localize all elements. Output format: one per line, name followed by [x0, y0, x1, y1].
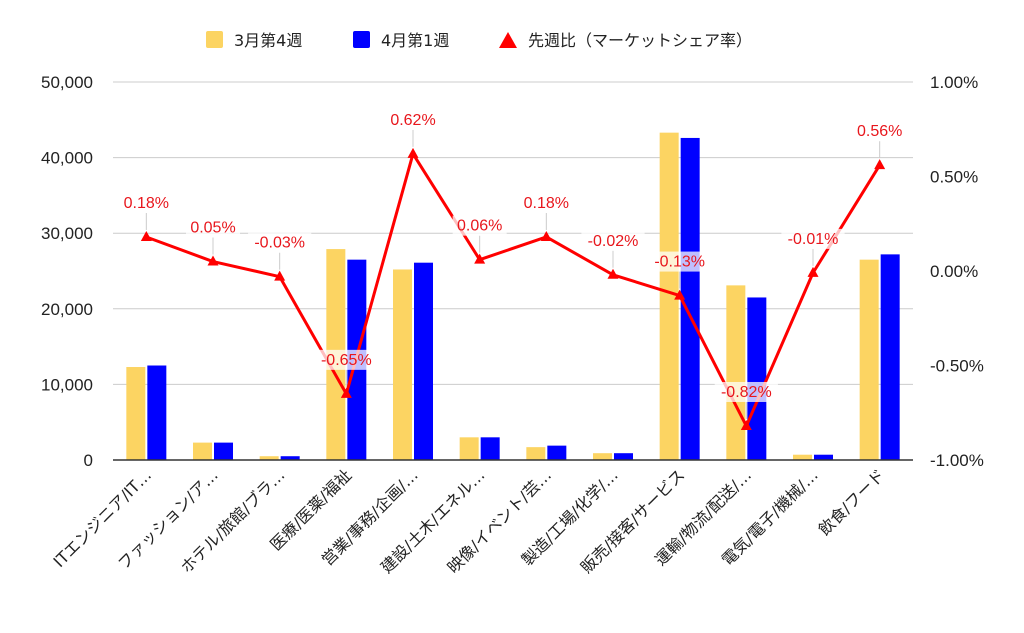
data-label-background	[386, 109, 440, 130]
bar	[680, 137, 700, 460]
data-label-background	[452, 215, 507, 236]
bar	[480, 437, 500, 460]
left-tick-label: 40,000	[41, 149, 93, 168]
left-axis: 0 10,000 20,000 30,000 40,000 50,000	[41, 73, 93, 470]
category-label: 飲食/フード	[815, 465, 889, 539]
legend-swatch	[353, 31, 370, 48]
bar	[414, 262, 433, 460]
data-label-background	[852, 121, 907, 142]
bar	[126, 367, 146, 460]
legend-triangle-icon	[499, 32, 517, 48]
data-label-background	[119, 192, 174, 213]
bar	[214, 442, 233, 460]
bar	[859, 259, 879, 460]
bar	[259, 456, 279, 460]
bar	[726, 285, 746, 460]
data-label-background	[781, 228, 845, 249]
data-label: -0.65%	[321, 352, 372, 369]
data-label: -0.82%	[721, 384, 772, 401]
triangle-marker	[540, 230, 552, 241]
legend-label: 先週比（マーケットシェア率）	[528, 31, 752, 50]
data-label-background	[314, 349, 378, 370]
category-labels: ITエンジニア/IT…ファッション/ア…ホテル/旅館/ブラ…医療/医薬/福祉営業…	[50, 465, 889, 577]
data-label-background	[248, 232, 312, 253]
data-label: 0.06%	[457, 218, 502, 235]
bar	[747, 297, 767, 460]
data-labels: 0.18% 0.05% -0.03% -0.65% 0.62% 0.06% 0.18% -0.…	[119, 109, 907, 419]
triangle-marker	[207, 255, 219, 266]
data-label: -0.02%	[588, 233, 639, 250]
bar	[280, 456, 300, 460]
triangle-marker	[274, 270, 286, 281]
bar	[593, 453, 612, 460]
right-tick-label: -1.00%	[930, 451, 984, 470]
bar	[880, 254, 900, 460]
data-label: 0.56%	[857, 123, 902, 140]
data-label: -0.01%	[788, 231, 839, 248]
bar	[147, 365, 167, 460]
data-label: -0.03%	[254, 235, 305, 252]
data-label: 0.18%	[524, 195, 569, 212]
bar	[193, 442, 212, 460]
right-axis: -1.00% -0.50% 0.00% 0.50% 1.00%	[930, 73, 984, 470]
right-tick-label: -0.50%	[930, 357, 984, 376]
right-tick-label: 1.00%	[930, 73, 978, 92]
legend-label: 4月第1週	[381, 31, 449, 50]
data-label: 0.05%	[190, 220, 235, 237]
bar	[459, 437, 479, 460]
data-label: -0.13%	[654, 254, 705, 271]
triangle-marker	[607, 268, 619, 279]
right-tick-label: 0.50%	[930, 168, 978, 187]
left-tick-label: 50,000	[41, 73, 93, 92]
data-label-background	[186, 217, 240, 238]
bar	[793, 454, 812, 460]
triangle-marker	[340, 387, 352, 398]
legend-label: 3月第4週	[234, 31, 302, 50]
left-tick-label: 30,000	[41, 224, 93, 243]
data-label-background	[581, 230, 645, 251]
triangle-marker	[740, 419, 752, 430]
triangle-marker	[474, 253, 486, 264]
data-label: 0.18%	[124, 195, 169, 212]
bar	[659, 132, 679, 461]
data-label: 0.62%	[390, 112, 435, 129]
legend: 3月第4週 4月第1週 先週比（マーケットシェア率）	[206, 31, 752, 50]
triangle-marker	[140, 230, 152, 241]
bar	[814, 454, 833, 460]
data-label-background	[519, 192, 574, 213]
bar	[614, 453, 633, 460]
bar	[393, 269, 412, 460]
triangle-marker	[674, 289, 686, 300]
left-tick-label: 0	[84, 451, 93, 470]
right-tick-label: 0.00%	[930, 262, 978, 281]
bars	[126, 132, 900, 461]
data-label-background	[714, 381, 778, 402]
triangle-marker	[807, 266, 819, 277]
triangle-marker	[407, 147, 419, 158]
bar	[547, 445, 567, 460]
triangle-marker	[874, 159, 886, 170]
bar	[526, 447, 546, 460]
left-tick-label: 20,000	[41, 300, 93, 319]
legend-swatch	[206, 31, 223, 48]
left-tick-label: 10,000	[41, 375, 93, 394]
gridlines	[113, 81, 913, 385]
data-label-background	[648, 251, 712, 272]
